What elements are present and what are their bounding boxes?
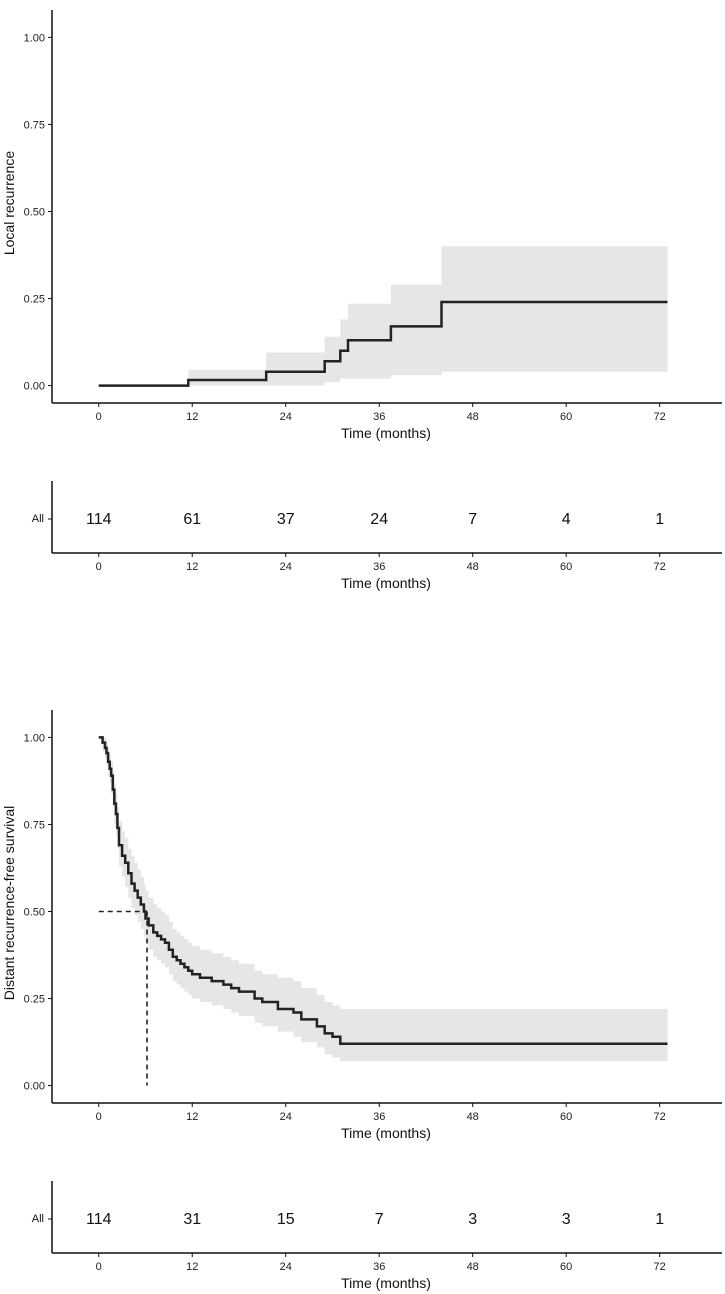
- at-risk-count: 15: [277, 1211, 295, 1228]
- survival-step-line: [98, 300, 668, 387]
- y-tick-label: 0.75: [24, 119, 45, 131]
- y-tick-label: 0.25: [24, 994, 45, 1006]
- x-tick-label: 72: [654, 411, 666, 423]
- at-risk-count: 1: [655, 1211, 664, 1228]
- x-tick-label: 72: [654, 1261, 666, 1273]
- x-tick-label: 60: [560, 1261, 572, 1273]
- y-tick-label: 0.25: [24, 294, 45, 306]
- risk-table-strata-label: All: [32, 1213, 44, 1225]
- at-risk-count: 61: [183, 511, 201, 528]
- x-tick-label: 36: [373, 1111, 385, 1123]
- x-tick-label: 0: [96, 411, 102, 423]
- x-tick-label: 0: [96, 561, 102, 573]
- at-risk-count: 3: [468, 1211, 477, 1228]
- x-axis-title-risk-table-2: Time (months): [341, 1275, 431, 1291]
- x-tick-label: 48: [467, 411, 479, 423]
- x-tick-label: 36: [373, 561, 385, 573]
- at-risk-count: 7: [375, 1211, 384, 1228]
- x-axis-title-risk-table-1: Time (months): [341, 575, 431, 591]
- x-tick-label: 72: [654, 561, 666, 573]
- x-tick-label: 36: [373, 1261, 385, 1273]
- at-risk-count: 31: [183, 1211, 201, 1228]
- risk-table-strata-label: All: [32, 513, 44, 525]
- at-risk-count: 1: [655, 511, 664, 528]
- y-tick-label: 0.75: [24, 819, 45, 831]
- x-tick-label: 0: [96, 1261, 102, 1273]
- y-tick-label: 1.00: [24, 732, 45, 744]
- plot-distant-recurrence-free-survival: Distant recurrence-free survival Time (m…: [1, 710, 722, 1141]
- x-tick-label: 24: [280, 411, 292, 423]
- y-tick-label: 0.00: [24, 1081, 45, 1093]
- x-tick-label: 24: [280, 561, 292, 573]
- survival-step-line: [98, 736, 668, 1046]
- x-tick-label: 36: [373, 411, 385, 423]
- x-tick-label: 24: [280, 1111, 292, 1123]
- at-risk-count: 114: [86, 1211, 112, 1228]
- at-risk-count: 37: [277, 511, 295, 528]
- at-risk-count: 3: [562, 1211, 571, 1228]
- x-tick-label: 60: [560, 411, 572, 423]
- at-risk-count: 4: [562, 511, 571, 528]
- x-tick-label: 72: [654, 1111, 666, 1123]
- x-axis-title-local-recurrence: Time (months): [341, 425, 431, 441]
- plot-local-recurrence: Local recurrence Time (months) 0.00 0.25 0…: [1, 10, 722, 441]
- x-tick-label: 12: [186, 1111, 198, 1123]
- x-tick-label: 0: [96, 1111, 102, 1123]
- y-axis-title-local-recurrence: Local recurrence: [1, 151, 17, 255]
- y-tick-label: 0.50: [24, 907, 45, 919]
- at-risk-count: 24: [370, 511, 388, 528]
- y-tick-label: 1.00: [24, 32, 45, 44]
- x-tick-label: 60: [560, 561, 572, 573]
- y-tick-label: 0.50: [24, 207, 45, 219]
- risk-table-local-recurrence: All Time (months) 114 61 37 24 7 4 1 0 12 24 36 48 6…: [32, 481, 722, 591]
- at-risk-count: 7: [468, 511, 477, 528]
- x-axis-title-drfs: Time (months): [341, 1125, 431, 1141]
- at-risk-count: 114: [86, 511, 112, 528]
- risk-table-drfs: All Time (months) 114 31 15 7 3 3 10 12 24 36 48 60…: [32, 1181, 722, 1291]
- x-tick-label: 12: [186, 1261, 198, 1273]
- confidence-band: [98, 246, 668, 386]
- x-tick-label: 12: [186, 561, 198, 573]
- x-tick-label: 60: [560, 1111, 572, 1123]
- y-axis-title-drfs: Distant recurrence-free survival: [1, 806, 17, 1001]
- y-tick-label: 0.00: [24, 381, 45, 393]
- x-tick-label: 48: [467, 561, 479, 573]
- x-tick-label: 12: [186, 411, 198, 423]
- x-tick-label: 48: [467, 1111, 479, 1123]
- x-tick-label: 48: [467, 1261, 479, 1273]
- confidence-band: [98, 737, 668, 1062]
- x-tick-label: 24: [280, 1261, 292, 1273]
